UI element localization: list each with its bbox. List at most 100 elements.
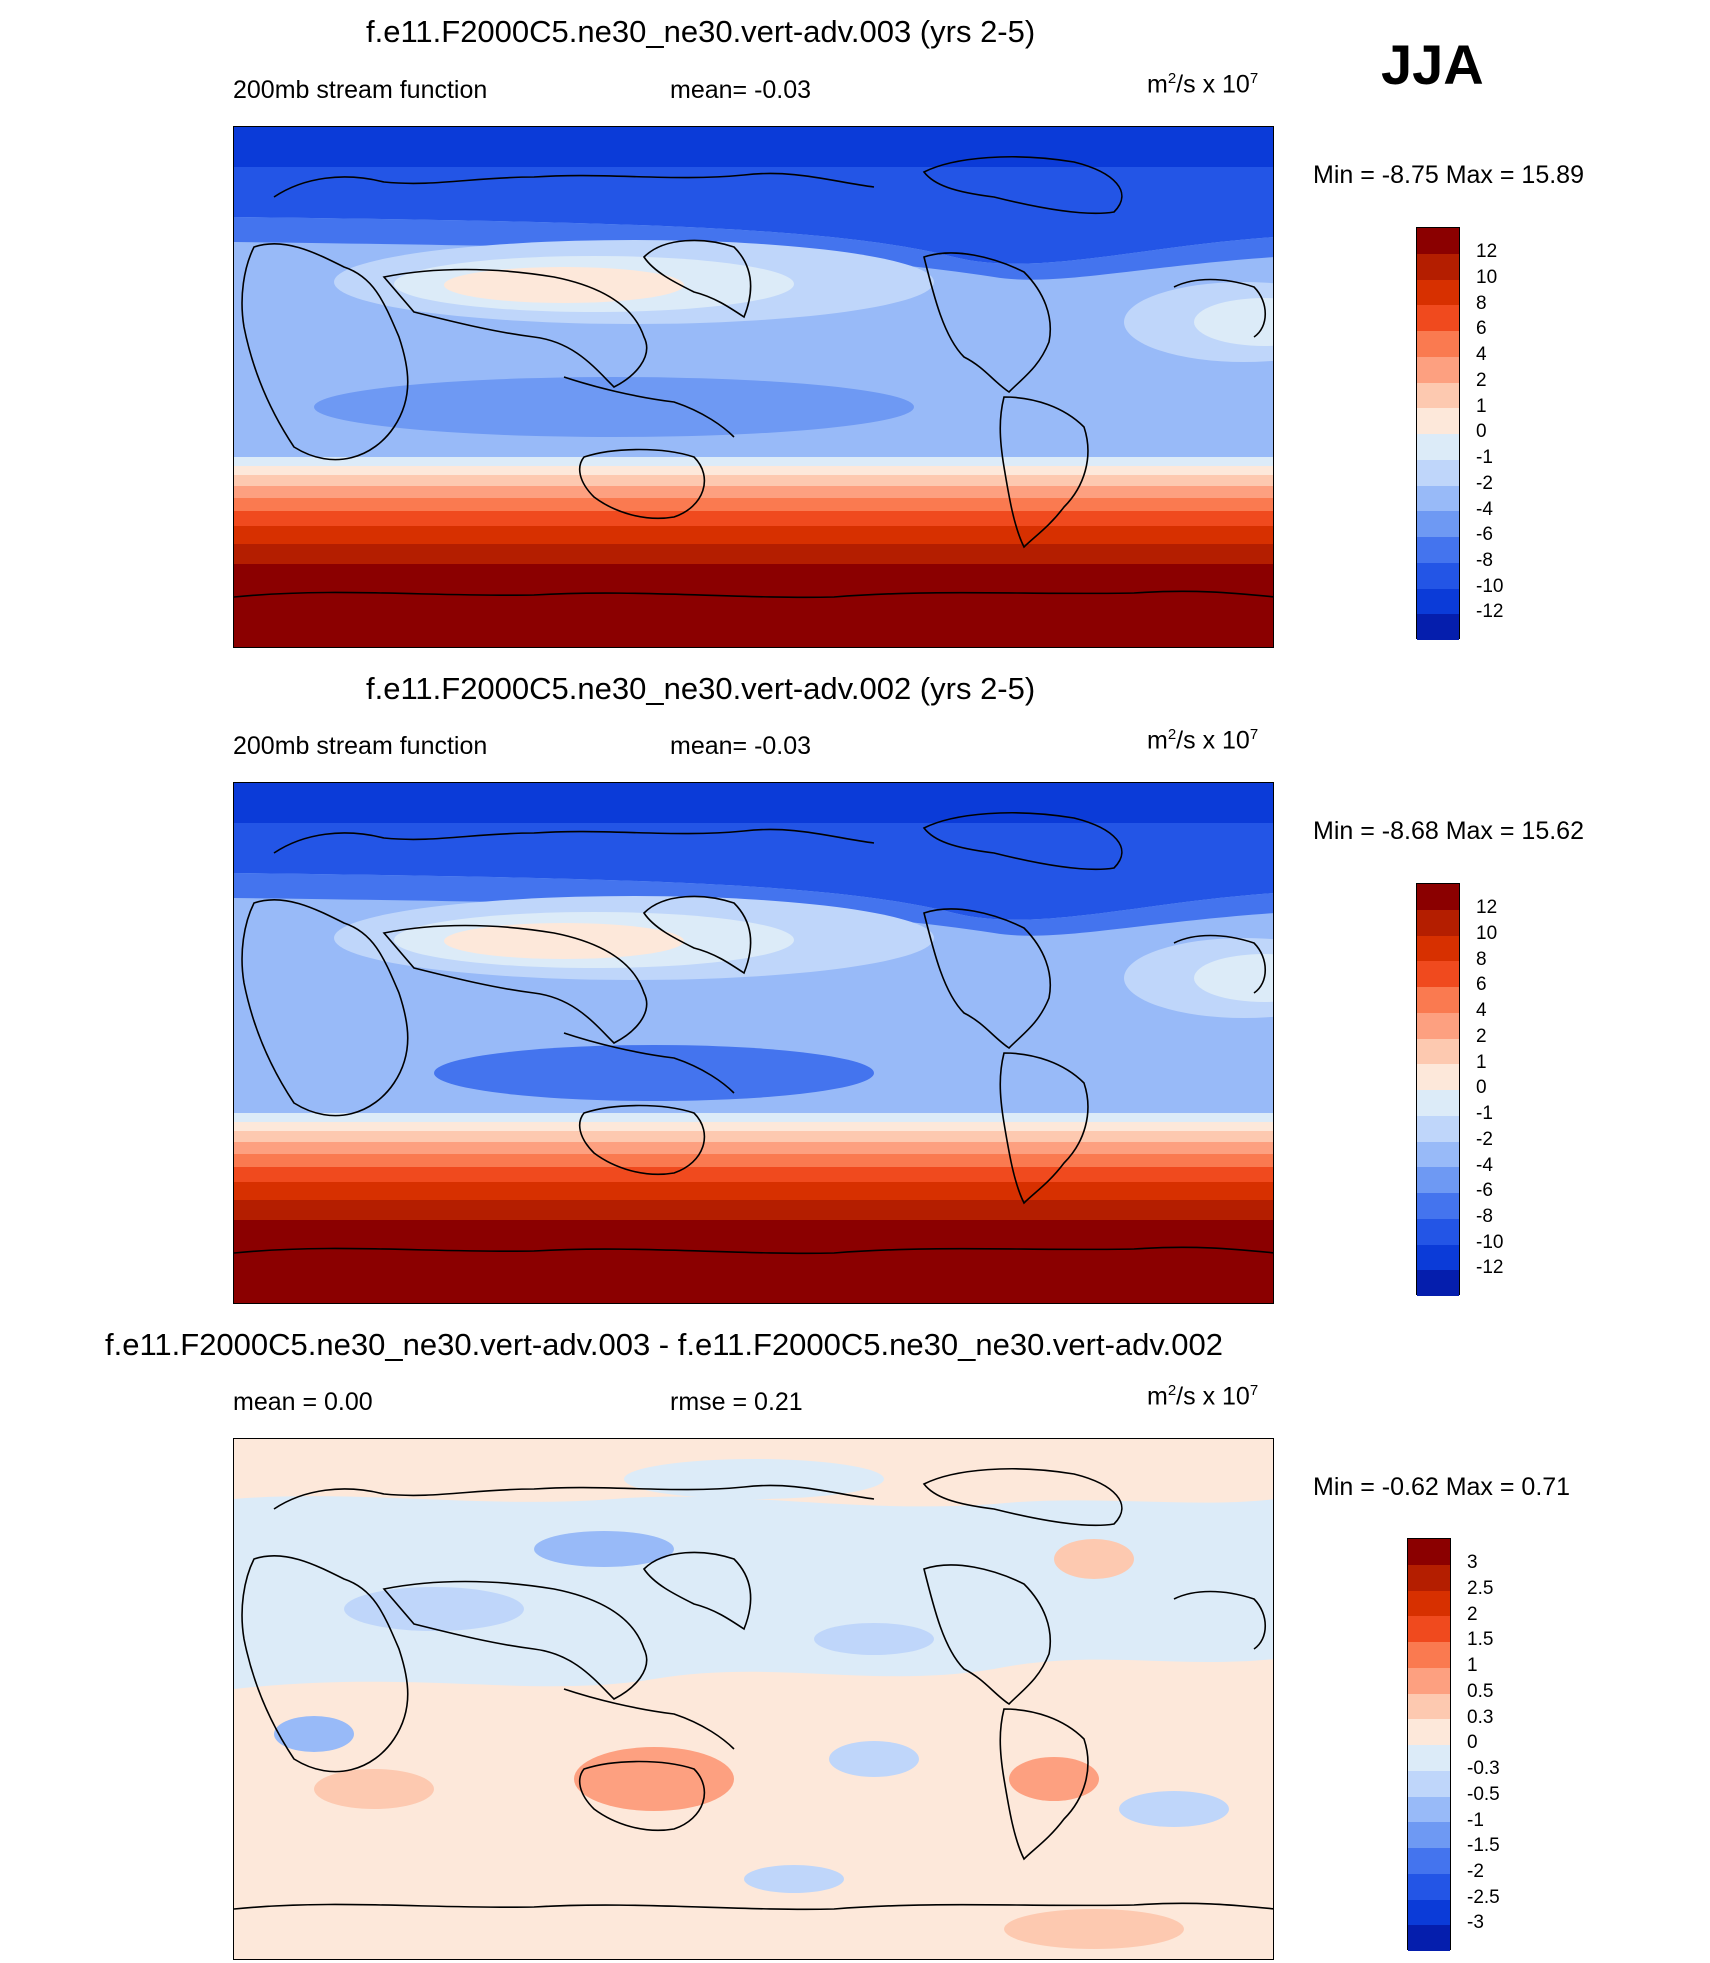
panel1-band-4 (234, 486, 1273, 498)
panel2-title: f.e11.F2000C5.ne30_ne30.vert-adv.002 (yr… (366, 671, 1036, 706)
panel1-band-10 (234, 526, 1273, 544)
panel1-colorbar-cell (1417, 588, 1459, 615)
colorbar-tick-label: 12 (1476, 897, 1498, 918)
panel1-band-2 (234, 475, 1273, 486)
panel1-map (233, 126, 1274, 648)
colorbar-tick-label: -8 (1476, 1206, 1493, 1227)
panel2-colorbar-cell (1417, 1115, 1459, 1142)
panel1-colorbar-cell (1417, 537, 1459, 563)
panel3-colorbar-cell (1408, 1899, 1450, 1926)
panel2-band-max (234, 1220, 1273, 1303)
colorbar-tick-label: 0.3 (1467, 1707, 1494, 1728)
colorbar-tick-label: 6 (1476, 318, 1487, 339)
colorbar-tick-label: -10 (1476, 1232, 1504, 1253)
colorbar-tick-label: 0 (1467, 1732, 1478, 1753)
panel1-colorbar-cell (1417, 614, 1459, 640)
panel1-band-arctic (234, 127, 1273, 167)
panel2-band-4 (234, 1142, 1273, 1154)
panel3-indian-positive (314, 1769, 434, 1809)
panel2-band-6 (234, 1154, 1273, 1167)
panel1-asia-ridge-core (444, 267, 684, 303)
colorbar-tick-label: -8 (1476, 550, 1493, 571)
panel1-band-zero (234, 457, 1273, 466)
panel3-colorbar-cell (1408, 1796, 1450, 1823)
panel3-colorbar-cell (1408, 1848, 1450, 1874)
season-label: JJA (1381, 33, 1484, 96)
panel1-mean-label: mean= -0.03 (670, 76, 812, 104)
panel3-colorbar-labels: 3 2.5 2 1.5 1 0.5 0.3 0 -0.3 -0.5 -1 -1.… (1467, 1538, 1537, 1950)
colorbar-tick-label: 4 (1476, 1000, 1487, 1021)
panel2-coastlines (234, 812, 1273, 1255)
panel2-colorbar-cell (1417, 884, 1459, 910)
panel1-colorbar-cell (1417, 228, 1459, 254)
colorbar-tick-label: -2 (1476, 473, 1493, 494)
panel2-band-2 (234, 1131, 1273, 1142)
panel2-band-north-high (234, 823, 1273, 920)
panel1-band-max (234, 564, 1273, 647)
panel3-colorbar-cell (1408, 1873, 1450, 1900)
panel2-field-label: 200mb stream function (233, 732, 488, 760)
panel1-colorbar-cell (1417, 511, 1459, 537)
colorbar-tick-label: 1 (1476, 1052, 1487, 1073)
panel3-pacific-negative (814, 1623, 934, 1655)
panel2-colorbar-cell (1417, 935, 1459, 962)
panel1-colorbar-cell (1417, 279, 1459, 306)
panel2-colorbar (1416, 883, 1460, 1296)
panel2-band-1 (234, 1122, 1273, 1131)
panel3-antarctic-positive (1004, 1909, 1184, 1949)
panel2-band-arctic (234, 783, 1273, 823)
colorbar-tick-label: 4 (1476, 344, 1487, 365)
panel2-map (233, 782, 1274, 1304)
panel2-atlantic-ridge-core (1194, 954, 1273, 1002)
panel1-colorbar-cell (1417, 485, 1459, 512)
panel2-colorbar-cell (1417, 987, 1459, 1013)
panel3-colorbar-cell (1408, 1719, 1450, 1745)
panel2-colorbar-cell (1417, 1218, 1459, 1245)
panel1-colorbar-cell (1417, 305, 1459, 331)
panel1-band-6 (234, 498, 1273, 511)
panel1-band-north-high (234, 167, 1273, 264)
panel3-colorbar-cell (1408, 1590, 1450, 1617)
panel2-colorbar-cell (1417, 1270, 1459, 1296)
panel1-colorbar-cell (1417, 434, 1459, 460)
panel2-colorbar-cell (1417, 961, 1459, 987)
panel1-indian-trough (314, 377, 914, 437)
colorbar-tick-label: -12 (1476, 601, 1504, 622)
panel1-minmax: Min = -8.75 Max = 15.89 (1313, 161, 1584, 189)
colorbar-tick-label: -4 (1476, 499, 1493, 520)
panel2-colorbar-cell (1417, 1012, 1459, 1039)
panel2-colorbar-cell (1417, 1167, 1459, 1193)
panel2-colorbar-cell (1417, 1141, 1459, 1168)
panel3-colorbar-cell (1408, 1667, 1450, 1694)
panel3-colorbar-cell (1408, 1693, 1450, 1720)
panel3-title: f.e11.F2000C5.ne30_ne30.vert-adv.003 - f… (105, 1327, 1223, 1362)
panel3-colorbar (1407, 1538, 1451, 1951)
colorbar-tick-label: 1 (1476, 396, 1487, 417)
panel1-colorbar-cell (1417, 562, 1459, 589)
panel3-colorbar-cell (1408, 1642, 1450, 1668)
colorbar-tick-label: 2.5 (1467, 1578, 1494, 1599)
panel2-minmax: Min = -8.68 Max = 15.62 (1313, 817, 1584, 845)
panel3-southern-negative (744, 1865, 844, 1893)
colorbar-tick-label: 10 (1476, 267, 1498, 288)
panel2-band-12 (234, 1200, 1273, 1220)
panel2-indian-trough (434, 1045, 874, 1101)
panel1-colorbar-cell (1417, 331, 1459, 357)
panel2-band-10 (234, 1182, 1273, 1200)
panel2-colorbar-cell (1417, 1090, 1459, 1116)
colorbar-tick-label: -1 (1476, 447, 1493, 468)
panel2-mean-label: mean= -0.03 (670, 732, 812, 760)
panel3-mean-label: mean = 0.00 (233, 1388, 373, 1416)
panel3-australia-positive (574, 1747, 734, 1811)
panel1-title: f.e11.F2000C5.ne30_ne30.vert-adv.003 (yr… (366, 14, 1036, 49)
colorbar-tick-label: -2 (1467, 1861, 1484, 1882)
colorbar-tick-label: 10 (1476, 923, 1498, 944)
panel1-colorbar-cell (1417, 356, 1459, 383)
panel3-coastlines (234, 1468, 1273, 1911)
colorbar-tick-label: 2 (1467, 1604, 1478, 1625)
panel2-colorbar-cell (1417, 1193, 1459, 1219)
panel3-colorbar-cell (1408, 1822, 1450, 1848)
panel3-map (233, 1438, 1274, 1960)
panel3-satlantic-negative (1119, 1791, 1229, 1827)
colorbar-tick-label: -10 (1476, 576, 1504, 597)
